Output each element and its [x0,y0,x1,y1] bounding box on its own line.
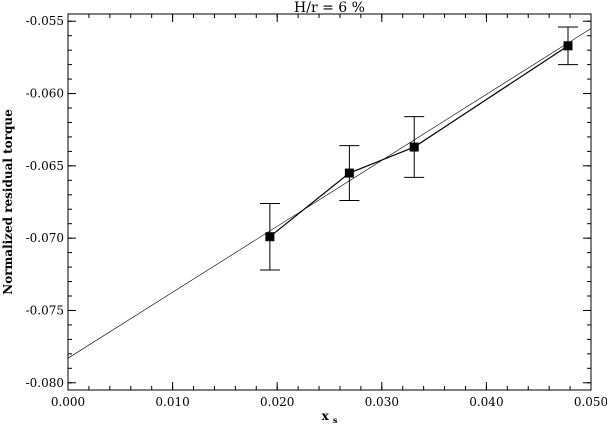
chart-title: H/r = 6 % [294,0,365,16]
data-point [409,142,419,152]
y-tick-label: -0.080 [26,376,64,390]
x-tick-label: 0.000 [51,395,85,409]
data-point [563,41,573,51]
x-axis-label-subscript: s [333,415,338,425]
plot-frame [67,13,592,391]
series-line [269,45,569,238]
y-tick-label: -0.075 [26,303,64,317]
x-axis-label-main: x [322,409,330,423]
y-tick-label: -0.070 [26,231,64,245]
x-tick-label: 0.010 [155,395,189,409]
x-tick-label: 0.040 [469,395,503,409]
x-tick-label: 0.050 [574,395,607,409]
fit-line [67,28,592,359]
x-axis-label: x s [322,409,338,425]
y-tick-label: -0.055 [26,14,64,28]
data-point [265,232,275,242]
data-point [344,168,354,178]
y-axis-label: Normalized residual torque [1,109,15,295]
x-tick-label: 0.030 [365,395,399,409]
x-tick-label: 0.020 [260,395,294,409]
y-tick-label: -0.065 [26,159,64,173]
y-tick-label: -0.060 [26,87,64,101]
